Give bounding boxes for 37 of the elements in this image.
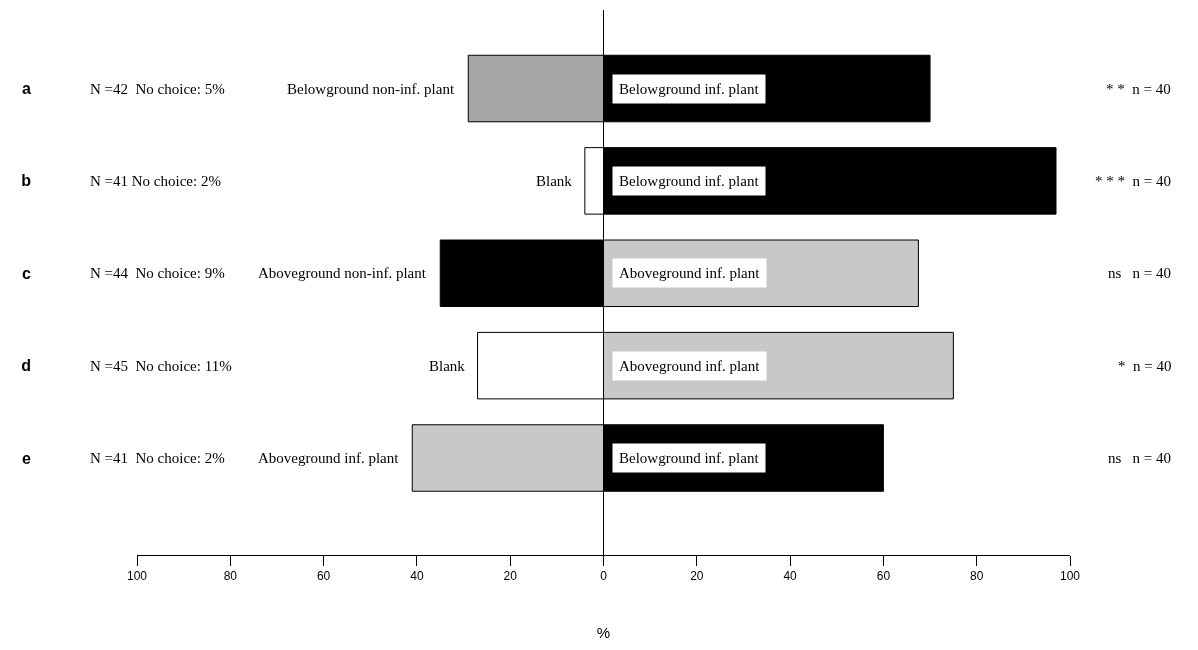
- annotation: N =44 No choice: 9%: [90, 265, 225, 281]
- text: * * n = 40: [1106, 81, 1171, 97]
- y-tick-label: d: [21, 357, 31, 375]
- data-label: Blank: [536, 173, 573, 189]
- annotation: N =42 No choice: 5%: [90, 81, 225, 97]
- x-tick-label: 20: [690, 569, 704, 584]
- data-label: Belowground inf. plant: [619, 173, 760, 189]
- text: ns n = 40: [1108, 450, 1172, 466]
- x-tick-label: 100: [126, 569, 148, 584]
- data-label: Blank: [429, 358, 466, 374]
- text: * n = 40: [1118, 358, 1172, 374]
- x-tick-label: 40: [783, 569, 798, 584]
- x-tick-label: 80: [223, 569, 238, 584]
- data-label: Belowground inf. plant: [619, 81, 760, 97]
- y-tick-label: e: [22, 449, 32, 467]
- y-tick-label: a: [22, 80, 32, 98]
- x-tick-label: 60: [876, 569, 891, 584]
- data-label: Aboveground inf. plant: [258, 450, 400, 466]
- x-tick-label: 20: [503, 569, 518, 584]
- y-tick-label: b: [21, 172, 32, 190]
- text: ns n = 40: [1108, 265, 1172, 281]
- x-tick-label: 0: [600, 569, 608, 584]
- data-label: Aboveground inf. plant: [619, 265, 761, 281]
- data-label: Belowground non-inf. plant: [287, 81, 455, 97]
- data-label: Aboveground inf. plant: [619, 358, 761, 374]
- y-tick-label: c: [22, 264, 32, 282]
- x-tick-label: 100: [1059, 569, 1081, 584]
- annotation: N =41 No choice: 2%: [90, 450, 225, 466]
- x-tick-label: 40: [410, 569, 424, 584]
- data-label: Belowground inf. plant: [619, 450, 760, 466]
- data-label: Aboveground non-inf. plant: [258, 265, 427, 281]
- x-tick-label: 60: [316, 569, 331, 584]
- annotation: N =45 No choice: 11%: [90, 358, 232, 374]
- x-tick-label: 80: [970, 569, 984, 584]
- x-axis-title: %: [596, 624, 611, 642]
- annotation: N =41 No choice: 2%: [90, 173, 221, 189]
- text: * * * n = 40: [1095, 173, 1171, 189]
